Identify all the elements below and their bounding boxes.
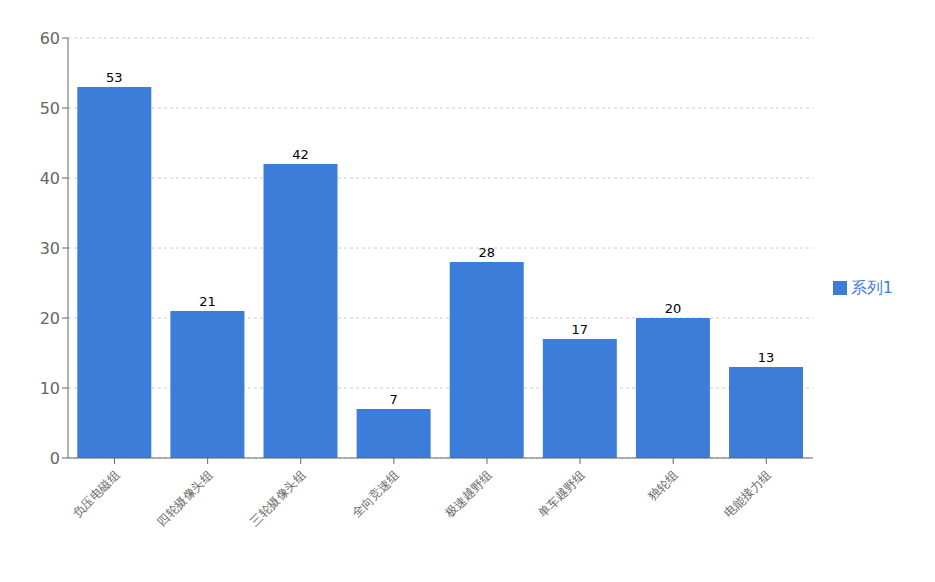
svg-text:60: 60 (40, 29, 60, 48)
svg-text:7: 7 (389, 392, 397, 407)
svg-text:0: 0 (50, 449, 60, 468)
svg-text:42: 42 (292, 147, 309, 162)
svg-text:17: 17 (572, 322, 589, 337)
svg-text:20: 20 (665, 301, 682, 316)
svg-text:20: 20 (40, 309, 60, 328)
svg-text:50: 50 (40, 99, 60, 118)
svg-text:三轮摄像头组: 三轮摄像头组 (248, 468, 309, 529)
svg-text:单车越野组: 单车越野组 (536, 468, 588, 520)
svg-text:电能接力组: 电能接力组 (722, 468, 774, 520)
svg-text:极速越野组: 极速越野组 (442, 468, 495, 521)
svg-text:10: 10 (40, 379, 60, 398)
svg-text:53: 53 (106, 70, 123, 85)
svg-text:13: 13 (758, 350, 775, 365)
svg-text:28: 28 (478, 245, 495, 260)
svg-text:独轮组: 独轮组 (646, 468, 681, 503)
svg-text:21: 21 (199, 294, 216, 309)
svg-text:负压电磁组: 负压电磁组 (70, 468, 122, 520)
html-text:系列1: 系列1 (850, 277, 893, 297)
svg-text:全向竞速组: 全向竞速组 (349, 468, 401, 520)
svg-text:四轮摄像头组: 四轮摄像头组 (155, 468, 216, 529)
svg-text:30: 30 (40, 239, 60, 258)
svg-text:40: 40 (40, 169, 60, 188)
